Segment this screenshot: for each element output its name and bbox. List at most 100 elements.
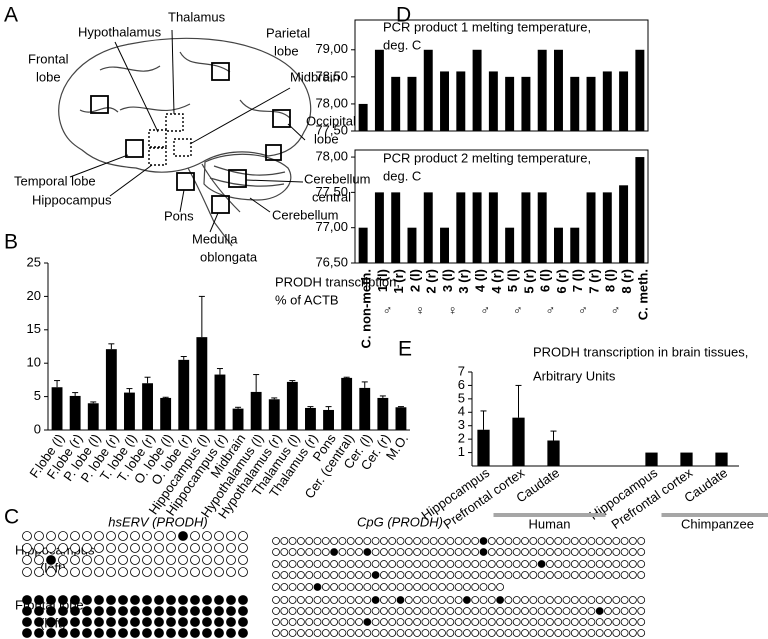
chart-title: PRODH transcription in brain tissues, — [533, 344, 748, 359]
unmethylated-site — [238, 555, 248, 565]
unmethylated-site — [226, 543, 236, 553]
leader — [189, 87, 291, 145]
unmethylated-site — [612, 548, 621, 556]
unmethylated-site — [346, 607, 355, 615]
methylated-site — [371, 571, 380, 579]
methylated-site — [496, 596, 505, 604]
thalamus-box — [165, 113, 184, 132]
region-label: lobe — [314, 131, 339, 146]
leader — [209, 212, 219, 233]
unmethylated-site — [296, 548, 305, 556]
unmethylated-site — [629, 618, 637, 626]
unmethylated-site — [413, 583, 422, 591]
unmethylated-site — [313, 548, 322, 556]
unmethylated-site — [330, 537, 339, 545]
unmethylated-site — [338, 548, 347, 556]
unmethylated-site — [34, 543, 44, 553]
unmethylated-site — [604, 607, 612, 615]
plot-frame — [354, 19, 649, 132]
unmethylated-site — [226, 555, 236, 565]
unmethylated-site — [305, 560, 314, 568]
methylated-site — [58, 617, 68, 627]
unmethylated-site — [554, 571, 563, 579]
bar — [323, 409, 334, 430]
unmethylated-site — [296, 571, 305, 579]
unmethylated-site — [579, 618, 587, 626]
unmethylated-site — [537, 596, 546, 604]
unmethylated-site — [272, 571, 280, 579]
unmethylated-site — [70, 567, 80, 577]
bar — [602, 71, 612, 131]
unmethylated-site — [462, 607, 471, 615]
y-tick-label: 15 — [27, 321, 41, 336]
bar — [619, 71, 629, 131]
unmethylated-site — [454, 548, 463, 556]
unmethylated-site — [504, 629, 513, 637]
unmethylated-site — [321, 607, 330, 615]
unmethylated-site — [130, 567, 140, 577]
unmethylated-site — [321, 571, 330, 579]
unmethylated-site — [94, 543, 104, 553]
unmethylated-site — [118, 555, 128, 565]
unmethylated-site — [404, 629, 413, 637]
unmethylated-site — [379, 629, 388, 637]
sex-symbol: ♂ — [611, 302, 621, 317]
unmethylated-site — [34, 567, 44, 577]
methylated-site — [94, 617, 104, 627]
unmethylated-site — [404, 583, 413, 591]
unmethylated-site — [22, 567, 32, 577]
bar — [521, 76, 531, 131]
panel-label: B — [4, 231, 18, 254]
methylated-site — [238, 595, 248, 605]
bar — [521, 192, 531, 263]
unmethylated-site — [321, 548, 330, 556]
methylated-site — [106, 628, 116, 638]
unmethylated-site — [330, 571, 339, 579]
unmethylated-site — [612, 571, 621, 579]
unmethylated-site — [388, 560, 397, 568]
unmethylated-site — [379, 607, 388, 615]
unmethylated-site — [272, 607, 280, 615]
bar — [341, 377, 353, 430]
region-label: Frontal — [28, 51, 69, 66]
methylated-site — [202, 595, 212, 605]
methylated-site — [142, 617, 152, 627]
methylated-site — [46, 606, 56, 616]
unmethylated-site — [296, 596, 305, 604]
unmethylated-site — [421, 548, 430, 556]
bar — [537, 49, 547, 131]
unmethylated-site — [521, 537, 529, 545]
unmethylated-site — [106, 543, 116, 553]
sex-symbol: ♀ — [415, 302, 425, 317]
unmethylated-site — [462, 629, 471, 637]
methylated-site — [22, 628, 32, 638]
unmethylated-site — [178, 555, 188, 565]
unmethylated-site — [321, 560, 330, 568]
unmethylated-site — [570, 560, 579, 568]
unmethylated-site — [604, 548, 612, 556]
y-tick-label: 78,00 — [315, 95, 348, 110]
unmethylated-site — [537, 571, 546, 579]
unmethylated-site — [371, 560, 380, 568]
pons-box — [176, 172, 195, 191]
methylated-site — [595, 607, 604, 615]
unmethylated-site — [446, 607, 455, 615]
unmethylated-site — [330, 629, 339, 637]
unmethylated-site — [214, 543, 224, 553]
unmethylated-site — [202, 543, 212, 553]
unmethylated-site — [166, 531, 176, 541]
unmethylated-site — [637, 571, 646, 579]
x-tick-label: 3 (r) — [456, 269, 471, 294]
unmethylated-site — [404, 548, 413, 556]
brain-drawing — [58, 37, 312, 247]
unmethylated-site — [562, 571, 571, 579]
unmethylated-site — [346, 548, 355, 556]
chart-title: Arbitrary Units — [533, 368, 616, 383]
unmethylated-site — [537, 629, 546, 637]
methylated-site — [202, 617, 212, 627]
methylated-site — [238, 617, 248, 627]
unmethylated-site — [288, 596, 297, 604]
unmethylated-site — [421, 607, 430, 615]
y-tick-label: 4 — [458, 404, 465, 419]
bar — [537, 192, 547, 263]
